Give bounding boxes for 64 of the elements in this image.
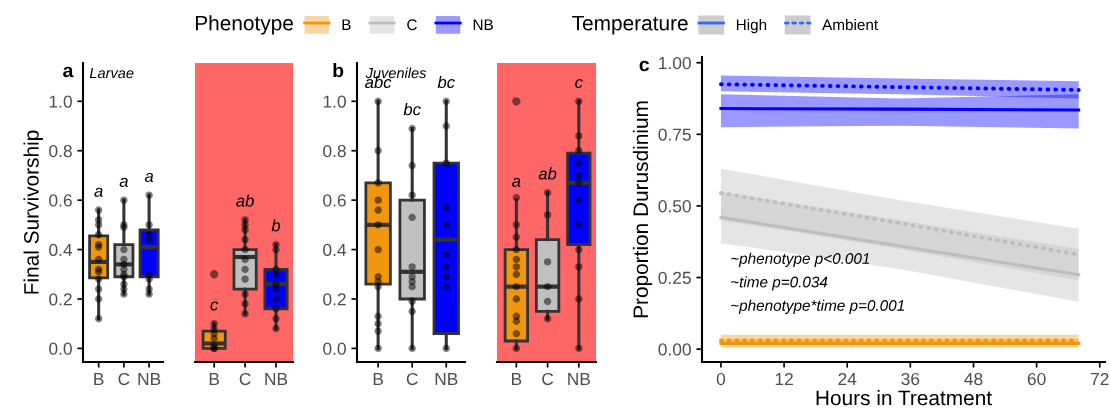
legend-title: Temperature — [572, 15, 688, 35]
x-tick-label: 60 — [1027, 372, 1046, 386]
x-tick-label: B — [209, 373, 220, 385]
x-tick-label: C — [239, 372, 251, 386]
annotation: a — [512, 177, 521, 187]
annotation: ~time p=0.034 — [731, 276, 828, 291]
annotation: ~phenotype*time p=0.001 — [731, 299, 904, 314]
y-tick-label: 1.00 — [659, 56, 691, 70]
x-tick-label: 0 — [716, 372, 726, 386]
y-tick-label: 0.00 — [658, 343, 691, 356]
annotation: b — [271, 219, 281, 232]
y-axis-title: Final Survivorship — [23, 130, 43, 294]
y-axis-title: Proportion Durusdinium — [632, 101, 653, 318]
annotation: ab — [236, 194, 254, 207]
text: b — [333, 63, 344, 78]
annotation: a — [94, 187, 103, 197]
y-tick-label: 0.2 — [49, 293, 72, 306]
x-tick-label: C — [118, 372, 130, 386]
y-tick-label: 0.4 — [323, 243, 347, 257]
y-tick-label: 0.25 — [658, 271, 691, 284]
y-tick-label: 1.0 — [323, 95, 346, 108]
x-tick-label: NB — [265, 373, 288, 385]
y-tick-label: 0.6 — [49, 194, 72, 207]
x-tick-label: NB — [138, 373, 161, 385]
x-tick-label: 48 — [964, 372, 983, 386]
x-tick-label: 12 — [775, 372, 793, 385]
x-tick-label: B — [373, 373, 383, 385]
x-tick-label: B — [512, 373, 522, 385]
annotation: c — [575, 78, 583, 89]
x-tick-label: C — [406, 372, 418, 386]
x-tick-label: C — [542, 372, 554, 386]
legend-label: Ambient — [822, 18, 879, 31]
annotation: c — [210, 301, 219, 311]
y-tick-label: 0.8 — [49, 144, 72, 158]
chart-title: Larvae — [89, 68, 134, 79]
y-tick-label: 0.0 — [323, 342, 346, 355]
text: c — [639, 60, 650, 72]
y-tick-label: 0.2 — [323, 293, 346, 306]
y-tick-label: 1.0 — [49, 95, 72, 108]
y-tick-label: 0.0 — [49, 342, 72, 355]
x-tick-label: 36 — [901, 372, 920, 386]
text: a — [63, 66, 74, 78]
x-tick-label: B — [94, 373, 104, 385]
y-tick-label: 0.50 — [658, 200, 691, 213]
annotation: ~phenotype p<0.001 — [731, 252, 870, 267]
x-axis-title: Hours in Treatment — [816, 389, 992, 406]
legend-label: High — [736, 18, 767, 34]
y-tick-label: 0.4 — [49, 243, 73, 257]
annotation: a — [119, 177, 128, 187]
x-tick-label: 24 — [838, 372, 857, 385]
y-tick-label: 0.8 — [323, 144, 346, 158]
y-tick-label: 0.75 — [658, 128, 691, 141]
x-tick-label: NB — [568, 373, 590, 385]
annotation: bc — [437, 75, 455, 89]
legend-label: B — [342, 19, 351, 30]
y-tick-label: 0.6 — [323, 194, 346, 207]
x-tick-label: 72 — [1090, 372, 1109, 385]
x-tick-label: NB — [435, 373, 458, 385]
legend-title: Phenotype — [195, 15, 293, 35]
annotation: ab — [538, 167, 557, 180]
legend-label: NB — [473, 19, 493, 30]
annotation: bc — [403, 103, 421, 116]
annotation: a — [144, 172, 154, 183]
legend-label: C — [407, 19, 417, 31]
